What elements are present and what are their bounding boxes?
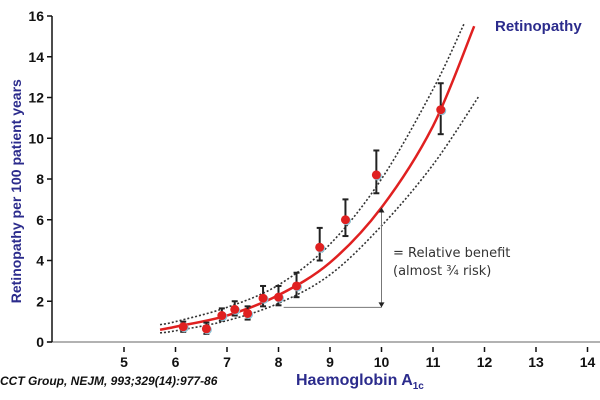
x-axis-label-subscript: 1c bbox=[412, 381, 424, 393]
data-point-group bbox=[274, 284, 284, 307]
y-tick-label: 0 bbox=[36, 334, 44, 350]
y-tick-label: 2 bbox=[36, 293, 44, 309]
y-tick-label: 14 bbox=[28, 49, 44, 65]
annotation-line1: = Relative benefit bbox=[393, 246, 511, 261]
x-tick-label: 5 bbox=[120, 354, 128, 370]
data-point-group bbox=[292, 271, 303, 299]
x-tick-label: 9 bbox=[326, 354, 334, 370]
y-tick-label: 8 bbox=[36, 171, 44, 187]
x-tick-label: 10 bbox=[374, 354, 390, 370]
data-point bbox=[292, 281, 302, 291]
data-point bbox=[230, 304, 240, 314]
data-point-group bbox=[230, 300, 241, 317]
data-point bbox=[340, 215, 350, 225]
x-tick-label: 7 bbox=[223, 354, 231, 370]
data-point bbox=[178, 322, 188, 332]
chart-title: Retinopathy bbox=[495, 18, 582, 35]
data-point-group bbox=[243, 305, 254, 321]
data-point-group bbox=[436, 82, 447, 136]
data-point-group bbox=[340, 198, 351, 238]
data-point bbox=[274, 292, 283, 302]
data-point-group bbox=[217, 307, 228, 322]
data-point-group bbox=[201, 321, 212, 335]
y-tick-label: 12 bbox=[28, 90, 44, 106]
x-axis-label: Haemoglobin A1c bbox=[296, 372, 424, 392]
data-point-group bbox=[178, 320, 189, 333]
x-tick-label: 6 bbox=[172, 354, 180, 370]
data-point-group bbox=[371, 149, 382, 195]
x-tick-label: 12 bbox=[477, 354, 493, 370]
y-axis-label: Retinopathy per 100 patient years bbox=[8, 79, 24, 303]
arrowhead-up-icon bbox=[378, 207, 385, 213]
y-tick-label: 10 bbox=[28, 130, 44, 146]
x-tick-label: 8 bbox=[275, 354, 283, 370]
data-point bbox=[258, 293, 268, 303]
data-point bbox=[371, 170, 381, 180]
x-tick-label: 11 bbox=[426, 354, 441, 370]
citation: CCT Group, NEJM, 993;329(14):977-86 bbox=[0, 374, 218, 388]
data-point bbox=[201, 324, 211, 334]
x-tick-label: 14 bbox=[580, 354, 596, 370]
data-point bbox=[436, 105, 446, 115]
data-point bbox=[217, 311, 227, 321]
x-tick-label: 13 bbox=[528, 354, 544, 370]
annotation-line2: (almost ¾ risk) bbox=[393, 264, 492, 279]
y-tick-label: 6 bbox=[36, 212, 44, 228]
x-axis-label-text: Haemoglobin A bbox=[296, 372, 413, 389]
data-point-group bbox=[315, 226, 326, 262]
ci-lower-line bbox=[159, 95, 481, 334]
y-tick-label: 4 bbox=[36, 253, 44, 269]
data-point-group bbox=[258, 284, 269, 308]
annotation: = Relative benefit (almost ¾ risk) bbox=[393, 245, 510, 281]
ci-upper-line bbox=[159, 23, 465, 326]
data-point bbox=[315, 242, 325, 252]
arrowhead-down-icon bbox=[378, 302, 385, 308]
data-point bbox=[243, 308, 253, 318]
y-tick-label: 16 bbox=[28, 8, 44, 24]
